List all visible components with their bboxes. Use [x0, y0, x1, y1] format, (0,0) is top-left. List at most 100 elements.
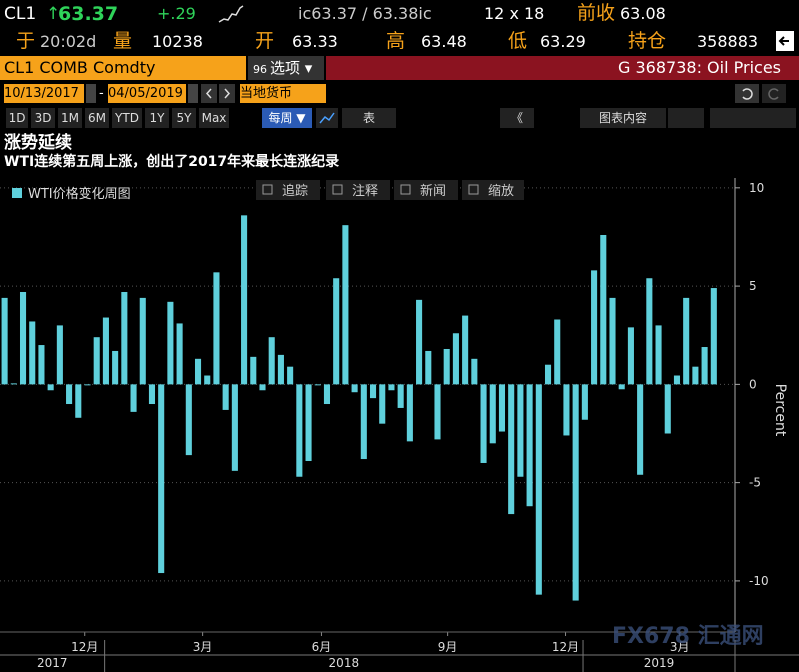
cal-icon[interactable] [188, 84, 198, 103]
chart-type[interactable] [316, 108, 338, 128]
bar [56, 325, 63, 385]
bar [10, 383, 17, 385]
bar [241, 215, 248, 385]
security-field[interactable]: CL1 COMB Comdty [0, 56, 246, 80]
cal-icon[interactable] [86, 84, 96, 103]
bar [250, 356, 257, 385]
bar [544, 364, 552, 385]
arrow: ↑ [46, 4, 61, 24]
bar [416, 299, 423, 385]
bar [287, 366, 294, 385]
tool-label: 新闻 [420, 183, 446, 199]
year-label: 2017 [37, 656, 68, 670]
bar [38, 345, 45, 385]
year-label: 2019 [644, 656, 675, 670]
bar [692, 366, 699, 385]
tool-label: 追踪 [282, 183, 308, 199]
last: 63.37 [58, 3, 119, 25]
chart-title: 涨势延续 [4, 133, 72, 153]
chart-content[interactable]: 图表内容 [580, 108, 666, 128]
bar [600, 234, 607, 385]
bar [213, 272, 220, 385]
bar [489, 384, 496, 444]
y-tick-label: -5 [749, 476, 761, 490]
bar [701, 347, 708, 385]
bar [683, 297, 690, 385]
period-button[interactable]: 1D [6, 108, 28, 128]
end-date[interactable]: 04/05/2019 [108, 84, 186, 103]
undo-redo[interactable] [735, 84, 787, 103]
bar [84, 384, 91, 386]
tool-icon [262, 184, 273, 195]
frequency[interactable]: 每周 ▼ [262, 108, 312, 128]
bar [185, 384, 192, 456]
bar [121, 291, 128, 385]
time-label: 于 [16, 30, 36, 52]
bar [508, 384, 515, 515]
currency[interactable]: 当地货币 [240, 84, 326, 103]
bar [434, 384, 441, 440]
bar [535, 384, 542, 595]
oi: 358883 [697, 32, 759, 51]
bar [333, 278, 340, 385]
start-date[interactable]: 10/13/2017 [4, 84, 84, 103]
vol: 10238 [152, 32, 203, 51]
year-label: 2018 [329, 656, 360, 670]
x-tick-label: 3月 [670, 640, 690, 654]
bar [222, 384, 229, 410]
settings-button[interactable] [710, 108, 796, 128]
bar [19, 291, 27, 385]
bar [231, 384, 238, 471]
prev: 63.08 [620, 4, 666, 23]
bar [360, 384, 367, 460]
bar [369, 384, 377, 399]
period-button[interactable]: YTD [112, 108, 142, 128]
time: 20:02d [40, 32, 97, 51]
bar [526, 384, 533, 507]
ticker: CL1 [4, 4, 37, 24]
bar [517, 384, 524, 477]
bar [102, 317, 109, 385]
period-button[interactable]: 1Y [145, 108, 169, 128]
chart-subtitle: WTI连续第五周上涨，创出了2017年来最长连涨纪录 [4, 154, 340, 170]
table-button[interactable]: 表 [342, 108, 396, 128]
tool-icon [332, 184, 343, 195]
tool-label: 缩放 [488, 183, 514, 199]
period-button[interactable]: 1M [58, 108, 82, 128]
y-axis-label: Percent [772, 384, 788, 437]
vol-label: 量 [113, 30, 133, 52]
period-button[interactable]: 3D [31, 108, 55, 128]
bar [397, 384, 404, 408]
low-label: 低 [508, 30, 528, 52]
y-tick-label: 0 [749, 377, 757, 391]
bar [1, 297, 8, 385]
open: 63.33 [292, 32, 338, 51]
bar [351, 384, 358, 393]
edit-button[interactable] [668, 108, 704, 128]
bar [29, 321, 36, 385]
bar [710, 288, 717, 385]
nav-arrows[interactable] [201, 84, 237, 103]
bar [259, 384, 266, 391]
export-icon[interactable] [775, 30, 795, 52]
bar [637, 384, 644, 475]
bar [673, 375, 681, 385]
collapse[interactable]: 《 [500, 108, 534, 128]
bar [194, 358, 202, 385]
change: +.29 [157, 4, 196, 23]
period-button[interactable]: 5Y [172, 108, 196, 128]
bar [66, 384, 73, 405]
prev-label: 前收 [577, 2, 616, 24]
bar [406, 384, 413, 442]
period-button[interactable]: 6M [85, 108, 109, 128]
options-button[interactable]: 96 选项 ▾ [248, 56, 324, 80]
bar [139, 297, 146, 385]
x-tick-label: 12月 [71, 640, 98, 654]
period-button[interactable]: Max [199, 108, 229, 128]
tool-icon [468, 184, 479, 195]
low: 63.29 [540, 32, 586, 51]
bar [148, 384, 156, 405]
bar [462, 315, 469, 385]
bar [268, 337, 275, 385]
